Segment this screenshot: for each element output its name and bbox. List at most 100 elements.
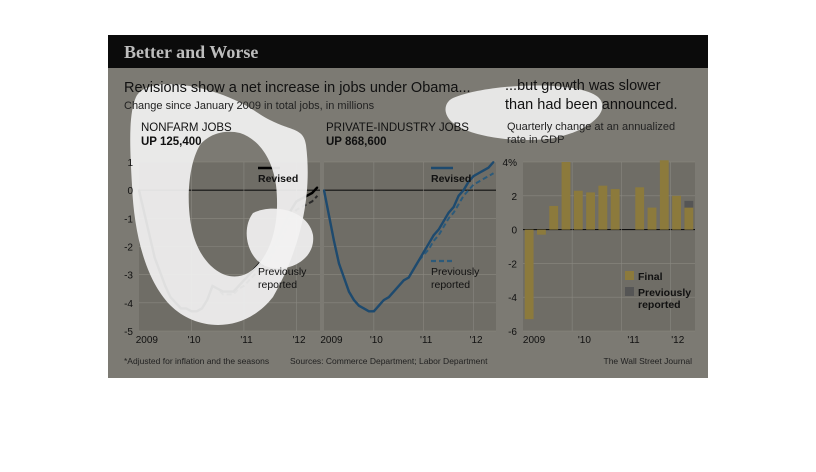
banner-title: Better and Worse [124,42,259,62]
revised-point [343,276,345,279]
revised-point [432,234,435,237]
final-bar [586,192,595,230]
left-heading: Revisions show a net increase in jobs un… [124,80,471,96]
y-tick-label: -2 [124,243,133,254]
revised-point [333,239,335,242]
legend-previous-label: reported [638,299,681,311]
white-scribble-masks [130,84,603,326]
credit: The Wall Street Journal [604,356,693,366]
x-tick-label: '10 [370,335,383,346]
revised-point [402,279,405,282]
revised-point [387,296,390,299]
revised-point [452,206,455,208]
x-tick-label: '12 [671,335,684,346]
legend-revised-label: Revised [258,173,298,185]
chart-panel: Better and Worse Revisions show a net in… [108,35,708,378]
x-tick-label: '12 [292,335,305,346]
chart-subtitle: UP 868,600 [326,136,387,148]
revised-point [316,186,319,189]
revised-point [447,211,450,214]
revised-point [382,299,385,301]
revised-point [417,259,420,262]
y-tick-label: -4 [508,293,517,304]
y-tick-label: 1 [127,158,133,169]
revised-point [427,242,430,245]
y-tick-label: -2 [508,259,517,270]
final-bar [684,207,694,230]
x-tick-label: 2009 [136,335,159,346]
final-bar [598,185,608,230]
legend-final-swatch [625,271,634,280]
revised-point [467,180,470,183]
revised-point [457,194,460,197]
revised-point [328,214,330,217]
legend-revised-label: Revised [431,173,471,185]
y-tick-label: 0 [511,226,517,237]
x-tick-label: '11 [240,335,253,346]
footnote: *Adjusted for inflation and the seasons [124,356,269,366]
final-bar [549,205,559,230]
x-tick-label: '11 [627,335,640,346]
x-tick-label: 2009 [523,335,546,346]
y-tick-label: -6 [508,327,517,338]
legend-previous-label: Previously [431,266,480,278]
final-bar [573,190,583,230]
legend-final-label: Final [638,271,663,283]
revised-point [442,220,445,223]
revised-point [492,161,495,163]
revised-point [397,285,400,287]
revised-point [338,262,340,265]
y-tick-label: -5 [124,327,133,338]
revised-point [311,192,314,194]
revised-point [392,290,395,293]
y-tick-label: -1 [124,214,133,225]
y-tick-label: 0 [127,186,133,197]
revised-point [372,310,375,313]
final-bar [635,187,645,230]
legend-previous-label: Previously [258,266,307,278]
legend-previous-label: reported [431,279,470,291]
y-tick-label: -3 [124,271,133,282]
revised-point [348,290,350,293]
revised-point [362,307,365,310]
right-heading-line1: ...but growth was slower [505,78,661,94]
figure-canvas: Revisions show a net increase in jobs un… [124,78,695,366]
left-subheading: Change since January 2009 in total jobs,… [124,100,375,112]
y-tick-label: 4% [503,158,518,169]
right-subheading-line1: Quarterly change at an annualized [507,121,675,133]
revised-point [367,310,370,313]
y-tick-label: 2 [511,192,517,203]
banner: Better and Worse [108,35,708,68]
revised-point [482,169,485,172]
x-tick-label: '12 [470,335,483,346]
chart-title: NONFARM JOBS [141,122,232,134]
right-heading-line2: than had been announced. [505,97,678,113]
revised-point [412,268,415,270]
revised-point [477,172,480,175]
x-tick-label: '10 [188,335,201,346]
final-bar [524,229,534,320]
revised-point [353,299,355,301]
x-tick-label: '10 [578,335,591,346]
revised-point [323,189,325,192]
final-bar [561,162,571,230]
revised-point [437,228,440,231]
chart-title: PRIVATE-INDUSTRY JOBS [326,122,469,134]
revised-point [422,251,425,254]
revised-point [487,166,490,169]
final-bar [672,195,681,230]
right-subheading-line2: rate in GDP [507,134,564,146]
legend-previous-label: Previously [638,287,691,299]
revised-point [462,189,465,192]
revised-point [472,175,475,177]
final-bar [537,229,546,235]
revised-point [377,304,380,307]
x-tick-label: 2009 [320,335,343,346]
final-bar [647,207,657,230]
x-tick-label: '11 [420,335,433,346]
final-bar [659,160,669,230]
y-tick-label: -4 [124,299,133,310]
legend-previous-swatch [625,287,634,296]
chart-subtitle: UP 125,400 [141,136,202,148]
legend-previous-label: reported [258,279,297,291]
